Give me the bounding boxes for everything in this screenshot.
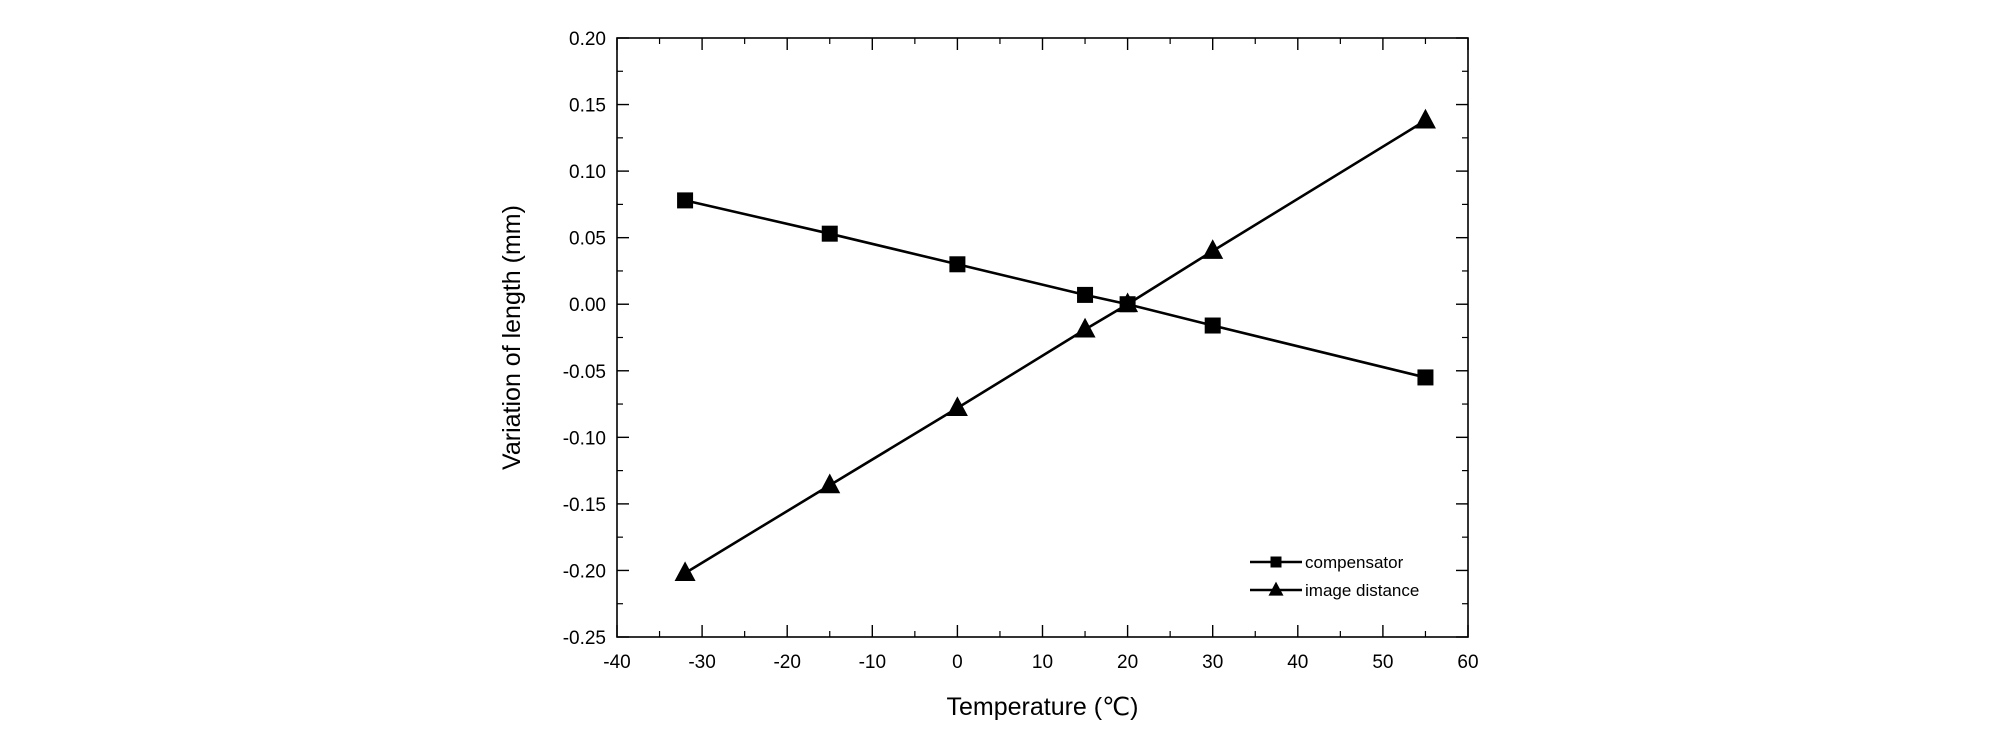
data-point-square bbox=[949, 256, 966, 273]
x-tick-label: 0 bbox=[952, 652, 963, 673]
tick-labels: -40 -30 -20 -10 0 10 20 30 40 50 60 -0.25 -0.20 -0.15… bbox=[563, 29, 1479, 673]
x-tick-label: -20 bbox=[773, 652, 800, 673]
y-tick-label: -0.10 bbox=[563, 428, 606, 449]
x-tick-label: 60 bbox=[1457, 652, 1478, 673]
y-axis-title: Variation of length (mm) bbox=[498, 205, 526, 470]
data-point-triangle bbox=[1074, 317, 1096, 338]
series-layer bbox=[674, 108, 1436, 582]
y-tick-label: -0.20 bbox=[563, 561, 606, 582]
series-line bbox=[684, 119, 1427, 575]
data-point-triangle bbox=[1202, 239, 1224, 259]
legend-label: image distance bbox=[1305, 581, 1419, 600]
y-tick-label: 0.15 bbox=[569, 96, 606, 117]
x-tick-label: 10 bbox=[1032, 652, 1053, 673]
y-tick-label: 0.00 bbox=[569, 295, 606, 316]
y-tick-label: -0.15 bbox=[563, 495, 606, 516]
legend-marker-square bbox=[1270, 556, 1282, 568]
y-tick-label: 0.10 bbox=[569, 162, 606, 183]
y-tick-label: 0.20 bbox=[569, 29, 606, 50]
data-point-square bbox=[1077, 286, 1094, 303]
x-tick-label: -40 bbox=[603, 652, 630, 673]
data-point-square bbox=[677, 192, 694, 209]
x-tick-label: 30 bbox=[1202, 652, 1223, 673]
series-image-distance bbox=[674, 108, 1436, 582]
plot-frame bbox=[616, 37, 1469, 638]
data-point-triangle bbox=[674, 561, 696, 582]
legend-marker-triangle bbox=[1268, 581, 1284, 596]
legend-item: image distance bbox=[1250, 581, 1419, 600]
legend-label: compensator bbox=[1305, 553, 1404, 572]
y-tick-label: 0.05 bbox=[569, 229, 606, 250]
x-tick-label: 40 bbox=[1287, 652, 1308, 673]
x-tick-label: -10 bbox=[859, 652, 886, 673]
data-point-square bbox=[1417, 369, 1434, 386]
legend: compensator image distance bbox=[1250, 553, 1419, 600]
legend-item: compensator bbox=[1250, 553, 1404, 572]
data-point-triangle bbox=[946, 396, 968, 416]
data-point-triangle bbox=[1117, 292, 1139, 313]
y-tick-label: -0.05 bbox=[563, 362, 606, 383]
data-point-triangle bbox=[819, 473, 841, 494]
data-point-square bbox=[1204, 317, 1221, 334]
series-compensator bbox=[677, 192, 1434, 386]
x-axis-title: Temperature (℃) bbox=[946, 693, 1138, 721]
x-tick-label: 20 bbox=[1117, 652, 1138, 673]
series-line bbox=[684, 199, 1426, 379]
x-tick-label: 50 bbox=[1372, 652, 1393, 673]
x-tick-label: -30 bbox=[688, 652, 715, 673]
axis-ticks bbox=[616, 37, 1469, 638]
y-tick-label: -0.25 bbox=[563, 628, 606, 649]
data-point-square bbox=[821, 225, 838, 242]
data-point-triangle bbox=[1414, 108, 1436, 129]
